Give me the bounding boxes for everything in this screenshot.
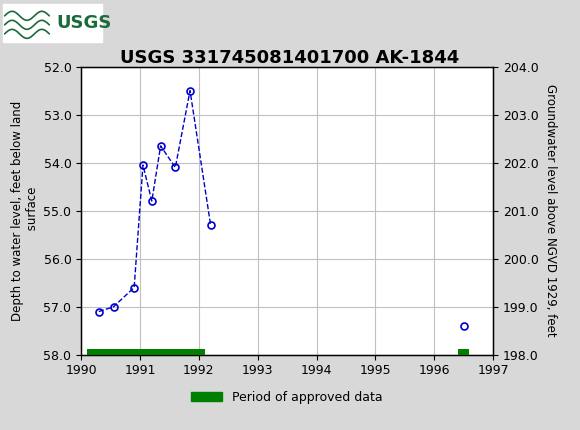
Bar (3, 3, 102, 42)
Text: USGS 331745081401700 AK-1844: USGS 331745081401700 AK-1844 (121, 49, 459, 67)
Text: USGS: USGS (57, 14, 112, 31)
Y-axis label: Groundwater level above NGVD 1929, feet: Groundwater level above NGVD 1929, feet (544, 84, 557, 337)
Legend: Period of approved data: Period of approved data (186, 386, 388, 409)
Y-axis label: Depth to water level, feet below land
 surface: Depth to water level, feet below land su… (12, 101, 39, 321)
